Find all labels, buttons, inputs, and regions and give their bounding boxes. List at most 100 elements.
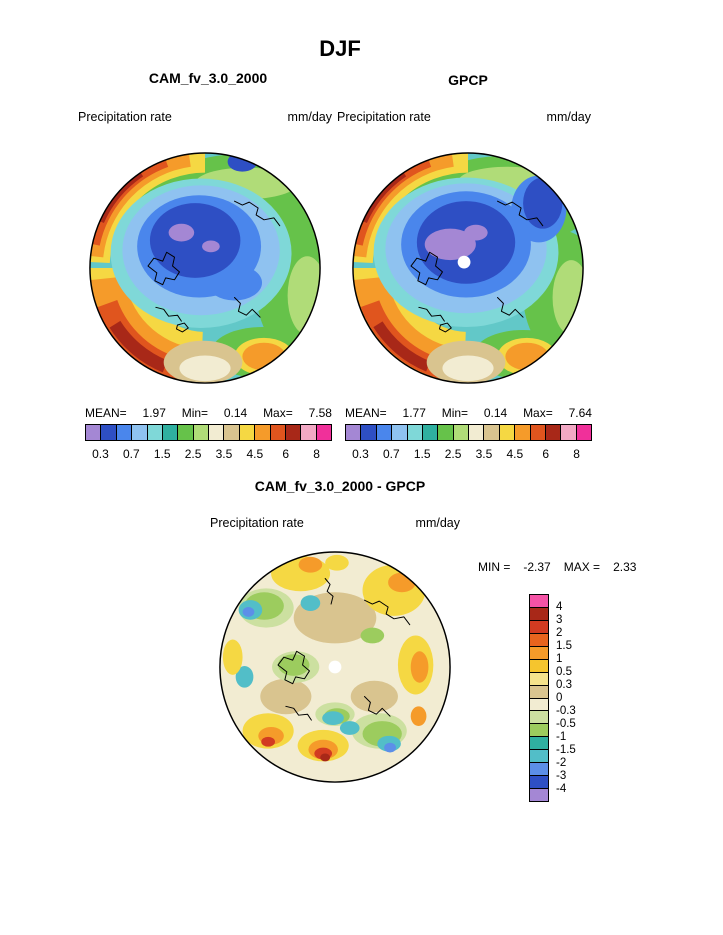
colorbar-segment (161, 425, 178, 440)
colorbar-tick-label: -2 (556, 757, 567, 769)
colorbar-segment (100, 425, 116, 440)
colorbar-segment (530, 595, 548, 607)
colorbar-segment (575, 425, 591, 440)
colorbar-tick-label: 6 (542, 447, 550, 461)
colorbar-segment (530, 775, 548, 789)
colorbar-tick-label: 1.5 (413, 447, 431, 461)
panel-diff-title: CAM_fv_3.0_2000 - GPCP (254, 478, 426, 494)
colorbar-tick-label: -0.5 (556, 718, 576, 730)
panel-cam-stats: MEAN= 1.97 Min= 0.14 Max= 7.58 (85, 406, 332, 420)
colorbar-segment (530, 619, 548, 633)
colorbar-segment (530, 710, 548, 724)
colorbar-tick-label: 1 (556, 653, 563, 665)
colorbar-tick-label: 0.3 (556, 679, 572, 691)
colorbar-tick-label: 4.5 (506, 447, 524, 461)
colorbar-tick-label: 3 (556, 614, 563, 626)
mean-label: MEAN= (345, 406, 387, 420)
min-value: 0.14 (483, 406, 508, 420)
colorbar-diff-labels: 4 3 2 1.5 1 0.5 0.3 0 -0.3 -0.5 -1 -1.5 -2 -3 -4 (556, 594, 596, 802)
colorbar-segment (131, 425, 147, 440)
max-value: 2.33 (613, 560, 637, 574)
colorbar-segment (530, 762, 548, 776)
colorbar-segment (391, 425, 407, 440)
colorbar-gpcp (345, 424, 592, 441)
colorbar-segment (530, 606, 548, 620)
colorbar-tick-label: 3.5 (475, 447, 493, 461)
colorbar-tick-label: 4.5 (246, 447, 264, 461)
colorbar-segment (223, 425, 239, 440)
colorbar-tick-label: 2.5 (184, 447, 202, 461)
colorbar-segment (530, 684, 548, 698)
colorbar-tick-label: 0 (556, 692, 563, 704)
colorbar-tick-label: 3.5 (215, 447, 233, 461)
units-label: mm/day (415, 516, 460, 530)
pole-hole (328, 660, 342, 674)
colorbar-segment (300, 425, 316, 440)
season-title: DJF (319, 36, 361, 61)
colorbar-segment (360, 425, 376, 440)
colorbar-segment (86, 425, 101, 440)
colorbar-tick-label: -1 (556, 731, 567, 743)
colorbar-tick-label: 8 (313, 447, 320, 461)
colorbar-segment (177, 425, 193, 440)
colorbar-segment (346, 425, 361, 440)
colorbar-segment (208, 425, 224, 440)
colorbar-tick-label: 0.7 (382, 447, 400, 461)
panel-diff-fieldrow: Precipitation rate mm/day (210, 516, 460, 530)
colorbar-segment (146, 425, 162, 440)
units-label: mm/day (287, 110, 332, 124)
colorbar-segment (269, 425, 285, 440)
colorbar-segment (560, 425, 576, 440)
mean-value: 1.97 (142, 406, 166, 420)
colorbar-tick-label: 4 (556, 601, 563, 613)
colorbar-diff (529, 594, 549, 802)
colorbar-segment (530, 788, 548, 801)
min-value: -2.37 (523, 560, 551, 574)
colorbar-segment (530, 749, 548, 763)
colorbar-tick-label: 2 (556, 627, 563, 639)
colorbar-tick-label: 1.5 (153, 447, 171, 461)
map-gpcp (352, 152, 584, 384)
max-label: MAX = (563, 560, 601, 574)
field-label: Precipitation rate (78, 110, 172, 124)
min-value: 0.14 (223, 406, 248, 420)
map-diff (219, 551, 451, 783)
colorbar-segment (530, 697, 548, 711)
coastlines (147, 200, 281, 333)
max-value: 7.58 (308, 406, 332, 420)
panel-diff-stats: MIN = -2.37 MAX = 2.33 (478, 560, 636, 574)
max-label: Max= (523, 406, 553, 420)
colorbar-segment (483, 425, 499, 440)
colorbar-segment (530, 658, 548, 672)
field-label: Precipitation rate (337, 110, 431, 124)
coastlines (277, 578, 411, 721)
colorbar-cam-ticks: 0.3 0.7 1.5 2.5 3.5 4.5 6 8 (85, 447, 332, 461)
colorbar-segment (514, 425, 530, 440)
colorbar-segment (530, 632, 548, 646)
coastlines (410, 200, 544, 333)
panel-gpcp-fieldrow: Precipitation rate mm/day (337, 110, 591, 124)
colorbar-tick-label: 0.3 (92, 447, 109, 461)
colorbar-tick-label: 8 (573, 447, 580, 461)
colorbar-segment (544, 425, 561, 440)
colorbar-segment (315, 425, 331, 440)
colorbar-segment (529, 425, 545, 440)
colorbar-tick-label: 0.3 (352, 447, 369, 461)
mean-label: MEAN= (85, 406, 127, 420)
colorbar-cam (85, 424, 332, 441)
colorbar-segment (284, 425, 301, 440)
colorbar-tick-label: -1.5 (556, 744, 576, 756)
colorbar-segment (530, 671, 548, 685)
panel-gpcp-title: GPCP (448, 72, 488, 88)
colorbar-gpcp-ticks: 0.3 0.7 1.5 2.5 3.5 4.5 6 8 (345, 447, 592, 461)
panel-cam-fieldrow: Precipitation rate mm/day (78, 110, 332, 124)
colorbar-tick-label: 0.7 (122, 447, 140, 461)
pole-hole (457, 255, 471, 269)
colorbar-tick-label: -0.3 (556, 705, 576, 717)
colorbar-segment (192, 425, 208, 440)
units-label: mm/day (546, 110, 591, 124)
min-label: Min= (181, 406, 209, 420)
colorbar-segment (421, 425, 438, 440)
min-label: MIN = (478, 560, 511, 574)
colorbar-segment (375, 425, 392, 440)
